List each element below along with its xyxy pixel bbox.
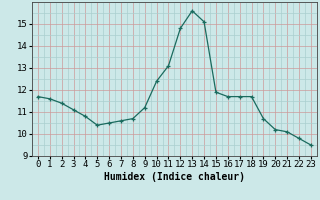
X-axis label: Humidex (Indice chaleur): Humidex (Indice chaleur)	[104, 172, 245, 182]
